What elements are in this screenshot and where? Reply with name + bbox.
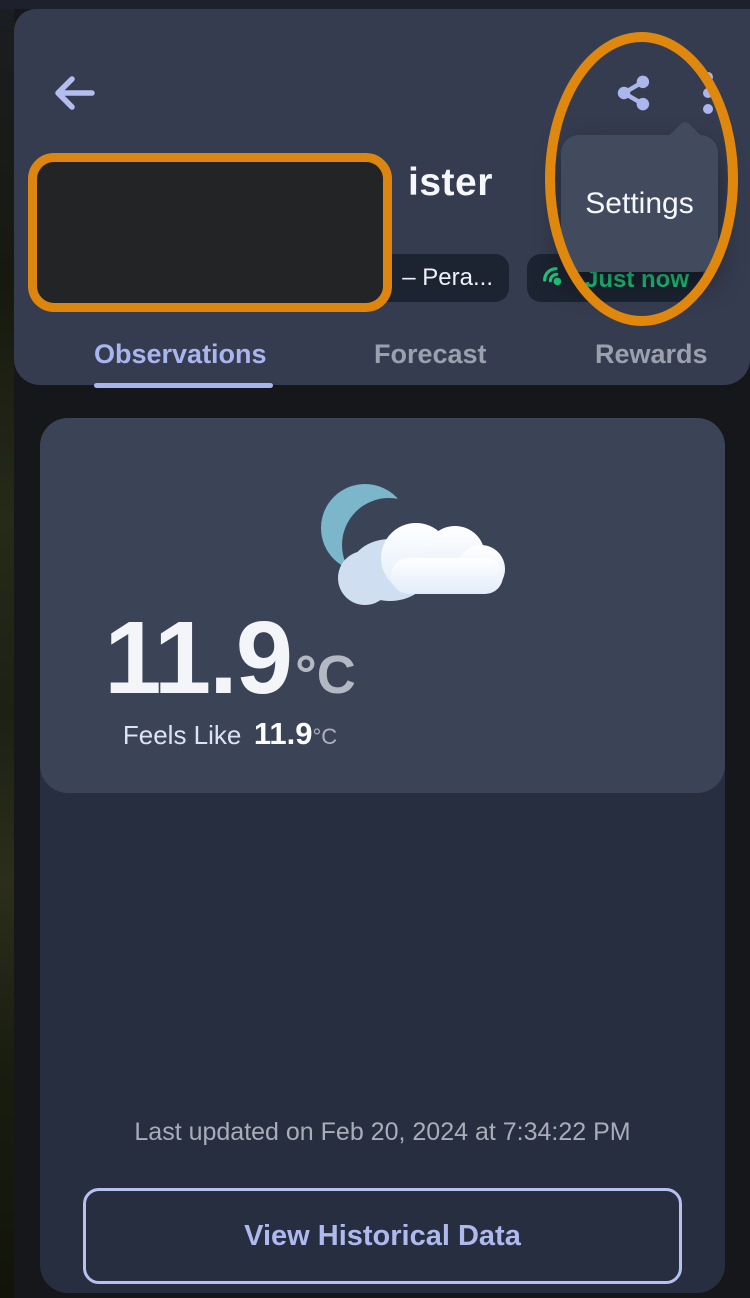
back-arrow-icon — [50, 76, 98, 121]
view-historical-data-button[interactable]: View Historical Data — [83, 1188, 682, 1284]
moon-cloud-icon — [295, 466, 535, 619]
region-chip-label: – Pera... — [402, 264, 493, 291]
signal-icon — [541, 260, 571, 297]
current-conditions-card — [40, 418, 725, 793]
tab-rewards[interactable]: Rewards — [595, 339, 708, 369]
tab-observations[interactable]: Observations — [94, 339, 267, 369]
feels-like: Feels Like 11.9°C — [60, 716, 400, 752]
temperature-value: 11.9 — [104, 600, 293, 715]
status-bar-strip — [0, 0, 750, 9]
current-temperature: 11.9 °C — [60, 606, 400, 709]
station-name-partial: ister — [408, 161, 493, 204]
settings-callout-ellipse — [545, 32, 738, 326]
active-tab-underline — [94, 383, 273, 388]
feels-like-value: 11.9 — [253, 716, 313, 751]
feels-like-unit: °C — [312, 724, 338, 749]
last-updated-text: Last updated on Feb 20, 2024 at 7:34:22 … — [134, 1118, 631, 1146]
back-button[interactable] — [50, 69, 98, 117]
feels-like-label: Feels Like — [122, 720, 242, 750]
tab-forecast[interactable]: Forecast — [374, 339, 487, 369]
redaction-annotation-box — [28, 153, 392, 312]
temperature-unit: °C — [295, 645, 356, 705]
background-map-sliver — [0, 0, 14, 1298]
